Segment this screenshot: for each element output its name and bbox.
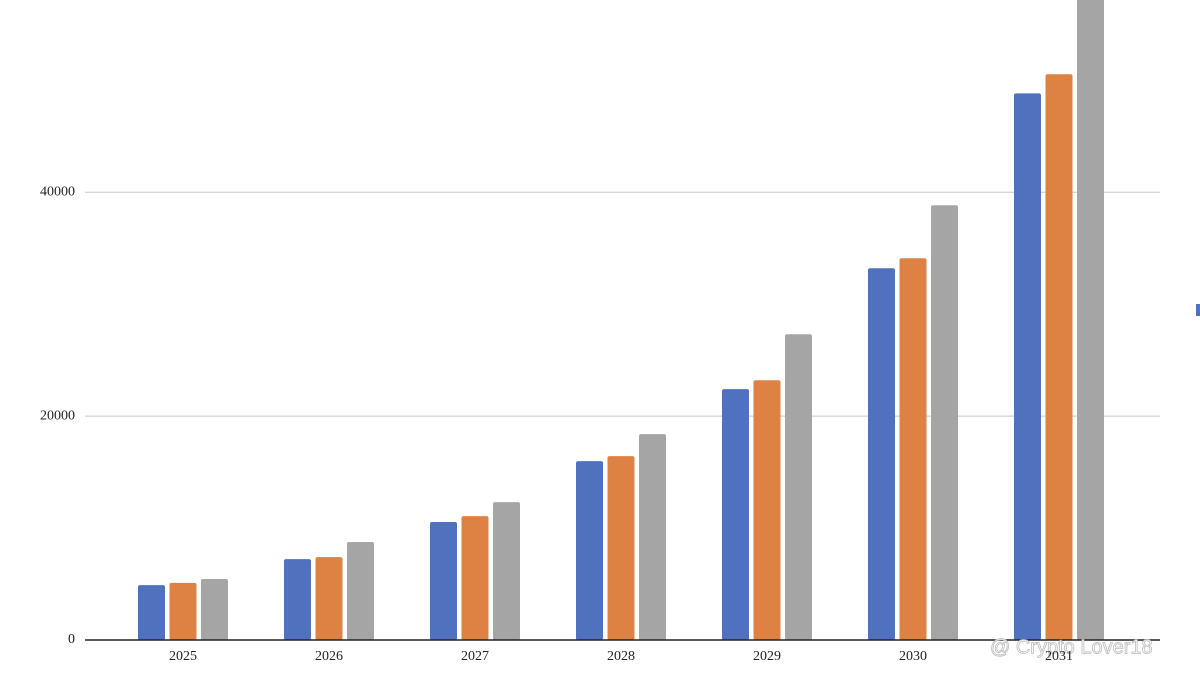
x-tick-label: 2028 (607, 649, 635, 664)
bar (430, 522, 457, 640)
bar (1014, 93, 1041, 641)
bar (461, 516, 489, 640)
bar (753, 380, 781, 640)
y-tick-label: 40000 (40, 184, 75, 199)
bar (607, 456, 635, 640)
bar (722, 389, 749, 640)
x-tick-label: 2030 (899, 649, 927, 664)
bar (284, 559, 311, 640)
bar (785, 334, 812, 640)
bar (868, 268, 895, 640)
watermark: @ Crypto Lover18 (990, 636, 1153, 658)
bar (315, 557, 343, 640)
x-tick-label: 2031 (1045, 649, 1073, 664)
bar (1077, 0, 1104, 640)
bar (931, 205, 958, 640)
x-tick-label: 2029 (753, 649, 781, 664)
legend-fragment (1196, 304, 1200, 316)
bar (899, 258, 927, 640)
bar (639, 434, 666, 640)
x-tick-label: 2027 (461, 649, 489, 664)
bar (347, 542, 374, 640)
bar (169, 582, 197, 640)
bar (576, 461, 603, 640)
bar (1045, 74, 1073, 641)
bar (493, 502, 520, 640)
x-tick-label: 2026 (315, 649, 343, 664)
x-tick-label: 2025 (169, 649, 197, 664)
y-tick-label: 0 (68, 632, 75, 647)
y-tick-label: 20000 (40, 408, 75, 423)
bar (201, 578, 228, 640)
bar (138, 585, 165, 640)
